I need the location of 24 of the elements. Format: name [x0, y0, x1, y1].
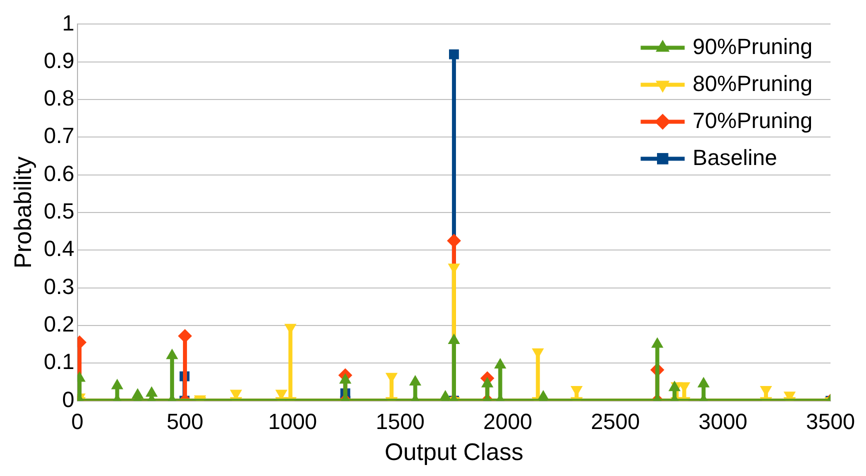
x-axis-title: Output Class — [384, 439, 524, 466]
legend-label: 90%Pruning — [692, 34, 813, 59]
x-tick-label: 3000 — [698, 409, 748, 434]
y-axis-title: Probability — [10, 156, 38, 269]
y-tick-label: 0.2 — [44, 312, 74, 337]
y-tick-label: 0.5 — [44, 198, 74, 224]
y-tick-label: 0.7 — [44, 123, 74, 148]
y-tick-label: 0.3 — [44, 274, 74, 299]
legend-label: Baseline — [692, 144, 778, 170]
x-tick-label: 2000 — [483, 409, 532, 434]
y-tick-label: 0.1 — [44, 349, 74, 374]
x-tick-label: 3500 — [806, 409, 856, 434]
y-tick-label: 1 — [62, 10, 74, 36]
x-tick-label: 1000 — [268, 409, 318, 434]
x-tick-label: 500 — [166, 409, 204, 434]
y-tick-label: 0.6 — [44, 160, 74, 186]
y-tick-label: 0.8 — [44, 86, 74, 111]
legend-label: 80%Pruning — [692, 70, 813, 96]
x-tick-label: 2500 — [590, 409, 640, 434]
y-tick-label: 0.9 — [44, 48, 74, 73]
x-tick-label: 1500 — [376, 409, 425, 434]
y-tick-label: 0 — [62, 386, 74, 412]
y-tick-label: 0.4 — [44, 236, 74, 262]
legend-label: 70%Pruning — [692, 108, 813, 133]
